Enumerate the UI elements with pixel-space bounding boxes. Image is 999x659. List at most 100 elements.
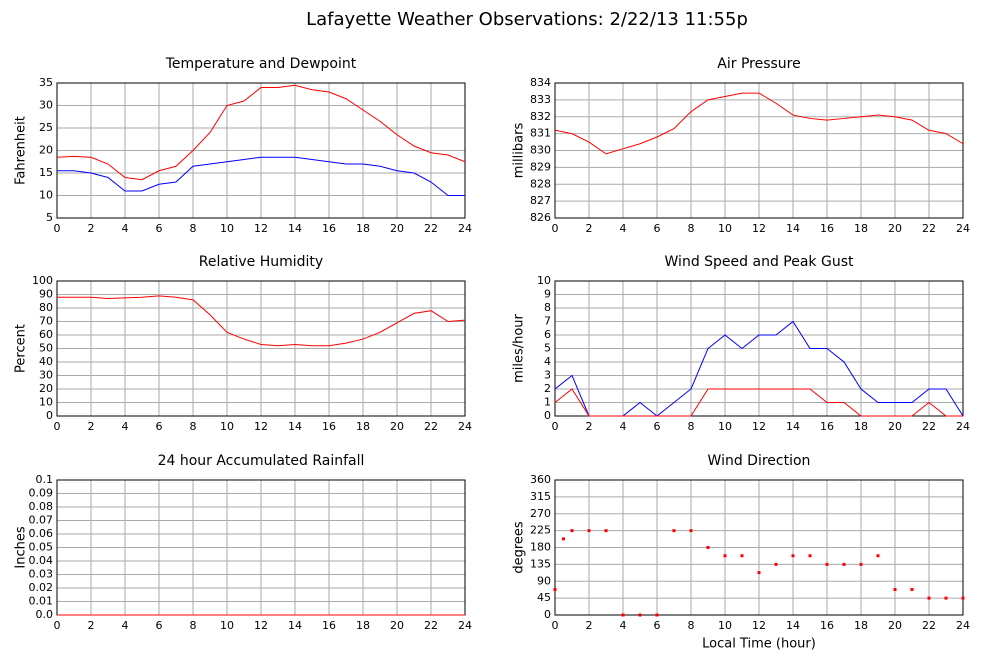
y-tick-label: 834 [530, 76, 551, 89]
x-tick-label: 18 [854, 222, 868, 235]
x-tick-label: 12 [752, 420, 766, 433]
data-point [621, 613, 625, 617]
plot-frame [56, 280, 466, 417]
panel-title: Temperature and Dewpoint [165, 56, 357, 72]
data-point [876, 554, 880, 558]
y-tick-label: 0 [544, 608, 551, 621]
x-tick-label: 6 [156, 222, 163, 235]
data-point [808, 554, 812, 558]
x-tick-label: 0 [552, 420, 559, 433]
data-point [825, 562, 829, 566]
y-tick-label: 100 [32, 274, 53, 287]
y-tick-label: 315 [530, 490, 551, 503]
data-point [655, 613, 659, 617]
y-tick-label: 830 [530, 144, 551, 157]
panel-title: Air Pressure [717, 56, 800, 72]
data-point [774, 562, 778, 566]
x-tick-label: 2 [586, 619, 593, 632]
panel-title: Wind Speed and Peak Gust [665, 254, 854, 270]
data-line [57, 156, 465, 196]
x-tick-label: 22 [922, 420, 936, 433]
y-axis-title: degrees [512, 521, 527, 574]
y-tick-label: 5 [46, 211, 53, 224]
x-tick-label: 22 [424, 222, 438, 235]
y-tick-label: 135 [530, 557, 551, 570]
x-tick-label: 4 [620, 222, 627, 235]
x-tick-label: 0 [54, 420, 61, 433]
data-line [554, 388, 963, 417]
x-tick-label: 10 [220, 420, 234, 433]
y-tick-label: 40 [39, 355, 53, 368]
x-tick-label: 16 [322, 222, 336, 235]
panel-title: Relative Humidity [199, 254, 323, 270]
panel-title: 24 hour Accumulated Rainfall [158, 453, 365, 469]
panel-title: Wind Direction [708, 453, 811, 469]
x-tick-label: 18 [356, 420, 370, 433]
data-point [910, 588, 914, 591]
y-axis-title: Percent [14, 324, 29, 373]
x-tick-label: 0 [54, 222, 61, 235]
x-tick-label: 20 [390, 222, 404, 235]
y-tick-label: 3 [544, 369, 551, 382]
main-title: Lafayette Weather Observations: 2/22/13 … [306, 9, 748, 30]
y-tick-label: 828 [530, 177, 551, 190]
y-tick-label: 7 [544, 315, 551, 328]
y-tick-label: 833 [530, 93, 551, 106]
x-tick-label: 24 [956, 222, 970, 235]
x-tick-label: 10 [220, 619, 234, 632]
plot-frame [56, 82, 466, 219]
x-tick-label: 22 [424, 619, 438, 632]
x-tick-label: 24 [956, 420, 970, 433]
x-tick-label: 14 [786, 420, 800, 433]
y-tick-label: 35 [39, 76, 53, 89]
y-tick-label: 9 [544, 288, 551, 301]
x-tick-label: 24 [458, 420, 472, 433]
x-tick-label: 22 [922, 619, 936, 632]
plot-frame [554, 479, 964, 616]
y-tick-label: 0.06 [29, 527, 54, 540]
x-tick-label: 0 [54, 619, 61, 632]
x-tick-label: 6 [654, 222, 661, 235]
y-tick-label: 0.01 [29, 595, 54, 608]
y-tick-label: 30 [39, 99, 53, 112]
x-tick-label: 14 [288, 222, 302, 235]
data-point [570, 529, 574, 533]
x-tick-label: 20 [888, 222, 902, 235]
y-tick-label: 1 [544, 396, 551, 409]
x-tick-label: 8 [688, 619, 695, 632]
y-axis-title: miles/hour [512, 313, 527, 382]
y-tick-label: 6 [544, 328, 551, 341]
y-tick-label: 90 [39, 288, 53, 301]
x-tick-label: 4 [122, 420, 129, 433]
x-tick-label: 8 [688, 420, 695, 433]
y-tick-label: 25 [39, 121, 53, 134]
plot-frame [554, 280, 964, 417]
data-point [927, 596, 931, 600]
x-tick-label: 10 [718, 222, 732, 235]
data-point [944, 596, 948, 600]
x-tick-label: 10 [718, 420, 732, 433]
y-tick-label: 0 [544, 409, 551, 422]
y-tick-label: 0.07 [29, 514, 54, 527]
data-point [638, 613, 642, 617]
x-tick-label: 0 [552, 222, 559, 235]
data-point [672, 529, 676, 533]
y-tick-label: 4 [544, 355, 551, 368]
y-tick-label: 827 [530, 194, 551, 207]
x-tick-label: 8 [190, 222, 197, 235]
x-tick-label: 12 [254, 619, 268, 632]
y-tick-label: 360 [530, 473, 551, 486]
x-tick-label: 4 [620, 420, 627, 433]
x-tick-label: 22 [424, 420, 438, 433]
data-point [604, 529, 608, 533]
x-tick-label: 2 [586, 222, 593, 235]
y-tick-label: 0.03 [29, 568, 54, 581]
y-axis-title: Inches [14, 526, 29, 568]
y-tick-label: 10 [39, 189, 53, 202]
data-point [757, 571, 761, 575]
x-tick-label: 16 [322, 420, 336, 433]
y-tick-label: 0 [46, 409, 53, 422]
x-tick-label: 2 [88, 420, 95, 433]
y-axis-title: Fahrenheit [14, 116, 29, 185]
x-tick-label: 16 [322, 619, 336, 632]
